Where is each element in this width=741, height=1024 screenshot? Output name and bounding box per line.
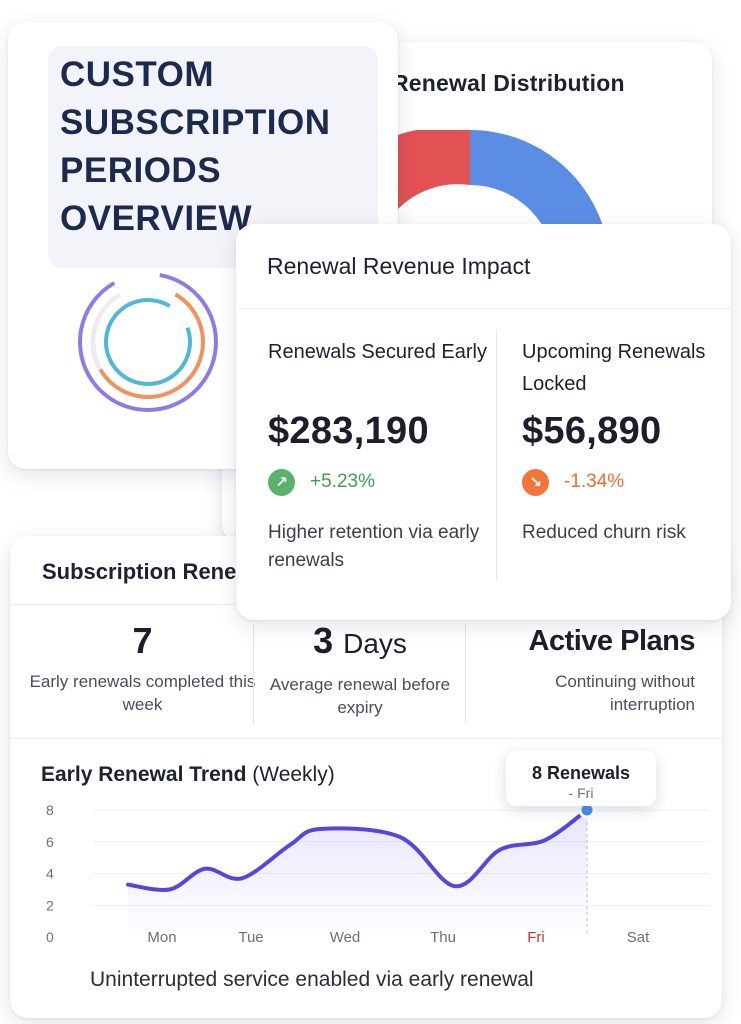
y-tick-label: 8: [46, 802, 54, 818]
x-tick-label: Sat: [627, 929, 650, 946]
arrow-down-right-icon: ↘: [522, 468, 549, 496]
overview-rings-icon: [78, 272, 218, 412]
metric-note: Higher retention via early renewals: [268, 522, 480, 571]
chart-series-line: [126, 808, 589, 892]
tooltip-value: 8 Renewals: [531, 763, 631, 783]
renewal-distribution-title: Renewal Distribution: [392, 70, 625, 96]
tooltip-day: - Fri: [568, 785, 594, 801]
metric-change: ↘ -1.34%: [522, 467, 741, 497]
stat-value: Active Plans: [528, 625, 696, 657]
divider: [465, 624, 466, 724]
stat-value: 7: [132, 620, 153, 661]
chart-area-fill: [128, 810, 587, 937]
renewal-revenue-impact-card: Renewal Revenue Impact Renewals Secured …: [236, 224, 731, 620]
divider: [10, 738, 722, 739]
chart-tooltip: 8 Renewals - Fri: [506, 751, 656, 806]
y-tick-label: 4: [46, 866, 54, 882]
stat-unit: Days: [343, 628, 407, 659]
renewal-revenue-impact-title: Renewal Revenue Impact: [267, 253, 531, 279]
trend-chart-title: Early Renewal Trend (Weekly): [41, 763, 335, 786]
trend-caption: Uninterrupted service enabled via early …: [90, 968, 534, 991]
metric-note: Reduced churn risk: [522, 522, 686, 543]
y-tick-label: 6: [46, 834, 54, 850]
overview-title: CUSTOM SUBSCRIPTION PERIODS OVERVIEW: [60, 55, 331, 238]
divider: [253, 624, 254, 724]
metric-renewals-secured-early: Renewals Secured Early $283,190 ↗ +5.23%…: [268, 336, 498, 575]
metric-change: ↗ +5.23%: [268, 467, 498, 497]
chart-y-axis: 0 2 4 6 8: [46, 802, 54, 945]
stat-caption: Average renewal before expiry: [269, 675, 451, 717]
stat-early-renewals: 7 Early renewals completed this week: [20, 620, 265, 730]
metric-upcoming-renewals-locked: Upcoming Renewals Locked $56,890 ↘ -1.34…: [522, 336, 741, 547]
donut-segment-red: [377, 130, 470, 210]
metric-amount: $56,890: [522, 410, 662, 452]
divider: [236, 308, 731, 309]
metric-change-value: -1.34%: [564, 471, 625, 492]
divider: [496, 330, 497, 580]
y-tick-label: 0: [46, 929, 54, 945]
stat-active-plans: Active Plans Continuing without interrup…: [480, 620, 696, 730]
metric-label: Upcoming Renewals Locked: [522, 341, 706, 395]
stat-average-renewal: 3 Days Average renewal before expiry: [255, 620, 465, 730]
arrow-up-right-icon: ↗: [268, 468, 295, 496]
metric-label: Renewals Secured Early: [268, 341, 487, 363]
metric-amount: $283,190: [268, 410, 429, 452]
stat-caption: Continuing without interruption: [555, 672, 695, 714]
stat-value: 3: [313, 620, 334, 661]
y-tick-label: 2: [46, 897, 54, 913]
metric-change-value: +5.23%: [310, 471, 375, 492]
stat-caption: Early renewals completed this week: [29, 672, 256, 714]
